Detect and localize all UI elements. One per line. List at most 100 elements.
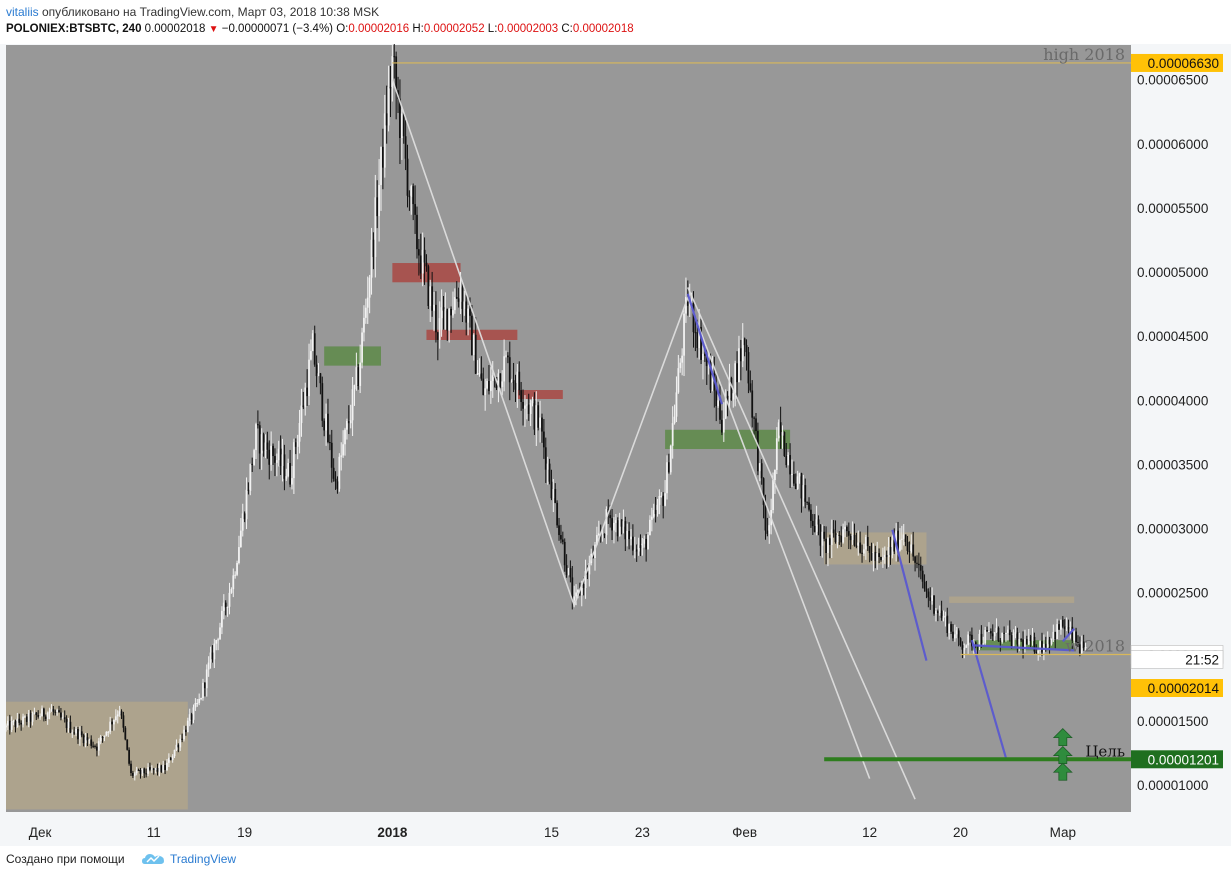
last-price: 0.00002018	[144, 23, 206, 35]
candle-body	[24, 716, 26, 718]
plot-area[interactable]	[6, 45, 1131, 812]
candle-body	[965, 645, 968, 648]
price-chart[interactable]: high 2018 w 2018 Цель 0.00001000 0.00001500…	[0, 44, 1231, 846]
candle-body	[162, 765, 165, 772]
open-label: O:	[336, 23, 349, 35]
candle-body	[33, 712, 36, 714]
candle-body	[544, 447, 547, 470]
candle-body	[800, 473, 803, 499]
candle-body	[868, 546, 871, 553]
candle-body	[946, 615, 949, 634]
made-with-text: Создано при помощи	[6, 852, 125, 866]
candle-body	[1008, 629, 1011, 636]
candle-body	[160, 765, 163, 772]
candle-body	[984, 630, 987, 644]
y-tick-label: 0.00004000	[1137, 393, 1208, 408]
candle-body	[819, 524, 822, 546]
candle-body	[777, 422, 780, 439]
candle-body	[186, 720, 189, 733]
candle-body	[825, 538, 827, 553]
candle-body	[885, 554, 888, 558]
candle-body	[416, 214, 418, 250]
candle-body	[734, 363, 737, 394]
candle-body	[310, 351, 312, 360]
candle-body	[239, 530, 242, 548]
candle-body	[10, 721, 13, 730]
candle-body	[671, 423, 674, 446]
candle-body	[60, 712, 62, 718]
candle-body	[1039, 641, 1041, 651]
price-axis[interactable]	[1131, 45, 1231, 846]
candle-body	[332, 467, 335, 479]
candle-body	[527, 404, 530, 414]
candle-body	[558, 525, 560, 536]
candle-body	[207, 662, 210, 670]
candle-body	[552, 488, 555, 499]
candle-body	[75, 729, 77, 734]
candle-body	[988, 631, 990, 633]
price-tag-bg	[1131, 750, 1223, 769]
candle-body	[84, 737, 87, 744]
candle-body	[533, 400, 536, 430]
candle-body	[620, 519, 623, 527]
candle-body	[840, 535, 843, 543]
candle-body	[637, 545, 640, 552]
candle-body	[1078, 644, 1081, 654]
candle-body	[641, 543, 644, 548]
candle-body	[1048, 639, 1051, 645]
down-triangle-icon: ▼	[208, 24, 219, 35]
x-tick-label: 11	[147, 825, 161, 840]
candle-body	[1082, 641, 1085, 649]
candle-body	[864, 537, 867, 550]
tradingview-link[interactable]: TradingView	[170, 852, 237, 866]
candle-body	[876, 553, 879, 561]
candle-body	[88, 739, 91, 741]
x-tick-label: Мар	[1050, 825, 1076, 840]
candle-body	[917, 563, 920, 566]
candle-body	[749, 383, 752, 391]
candle-body	[94, 745, 96, 747]
candle-body	[196, 702, 199, 704]
candle-body	[522, 402, 524, 409]
candle-body	[741, 338, 744, 362]
candle-body	[613, 522, 615, 531]
candle-body	[1018, 639, 1021, 645]
candle-body	[685, 296, 687, 314]
candle-body	[188, 714, 191, 721]
candle-body	[376, 197, 379, 217]
candle-body	[501, 381, 504, 387]
candle-body	[1001, 632, 1004, 642]
candle-body	[702, 353, 704, 360]
candle-body	[618, 519, 621, 537]
candle-body	[1054, 631, 1057, 639]
candle-body	[1029, 636, 1032, 642]
author-link[interactable]: vitaliis	[6, 5, 39, 19]
candle-body	[364, 307, 367, 318]
candle-body	[203, 682, 206, 689]
candle-body	[476, 373, 479, 375]
candle-body	[743, 338, 746, 346]
candle-body	[1075, 631, 1077, 643]
candle-body	[933, 595, 935, 614]
candle-body	[190, 714, 193, 720]
candle-body	[124, 727, 127, 740]
candle-body	[989, 631, 992, 634]
levels-layer: high 2018 w 2018 Цель	[392, 45, 1131, 762]
candle-body	[346, 420, 348, 430]
candle-body	[463, 301, 466, 309]
candle-body	[650, 516, 653, 520]
candle-body	[855, 545, 858, 547]
candle-body	[633, 549, 636, 551]
time-axis[interactable]	[6, 812, 1131, 846]
candle-body	[80, 731, 83, 736]
candle-body	[906, 541, 909, 551]
candle-body	[758, 463, 761, 472]
price-tag-bg	[1130, 650, 1224, 669]
candle-body	[469, 308, 471, 316]
candle-body	[760, 463, 763, 479]
candle-body	[1077, 642, 1079, 645]
candle-body	[874, 551, 877, 561]
candle-body	[927, 591, 930, 598]
candle-body	[1033, 636, 1036, 652]
candle-body	[472, 334, 475, 355]
